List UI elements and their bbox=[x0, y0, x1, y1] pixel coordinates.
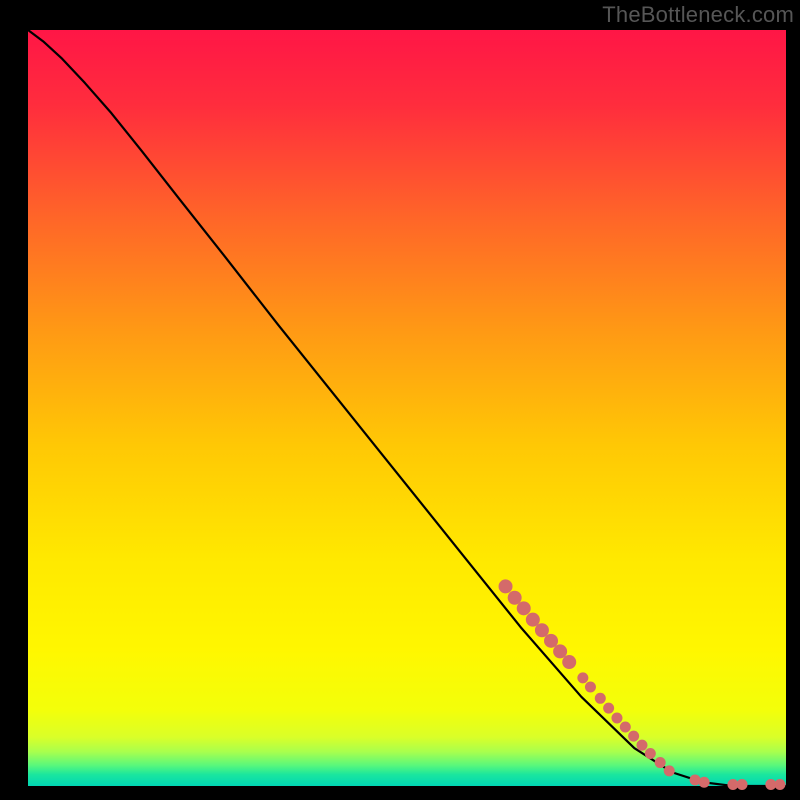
data-marker bbox=[611, 712, 622, 723]
data-marker bbox=[517, 601, 531, 615]
data-marker bbox=[699, 777, 710, 788]
data-marker bbox=[603, 703, 614, 714]
data-marker bbox=[655, 757, 666, 768]
gradient-chart bbox=[0, 0, 800, 800]
chart-page: TheBottleneck.com bbox=[0, 0, 800, 800]
data-marker bbox=[628, 731, 639, 742]
watermark-text: TheBottleneck.com bbox=[602, 2, 794, 28]
data-marker bbox=[774, 779, 785, 790]
data-marker bbox=[508, 591, 522, 605]
data-marker bbox=[595, 693, 606, 704]
data-marker bbox=[664, 765, 675, 776]
data-marker bbox=[535, 623, 549, 637]
data-marker bbox=[737, 779, 748, 790]
data-marker bbox=[553, 644, 567, 658]
data-marker bbox=[562, 655, 576, 669]
data-marker bbox=[620, 722, 631, 733]
data-marker bbox=[499, 579, 513, 593]
data-marker bbox=[645, 748, 656, 759]
plot-background bbox=[28, 30, 786, 786]
data-marker bbox=[577, 672, 588, 683]
data-marker bbox=[526, 613, 540, 627]
data-marker bbox=[585, 681, 596, 692]
data-marker bbox=[544, 634, 558, 648]
data-marker bbox=[636, 740, 647, 751]
